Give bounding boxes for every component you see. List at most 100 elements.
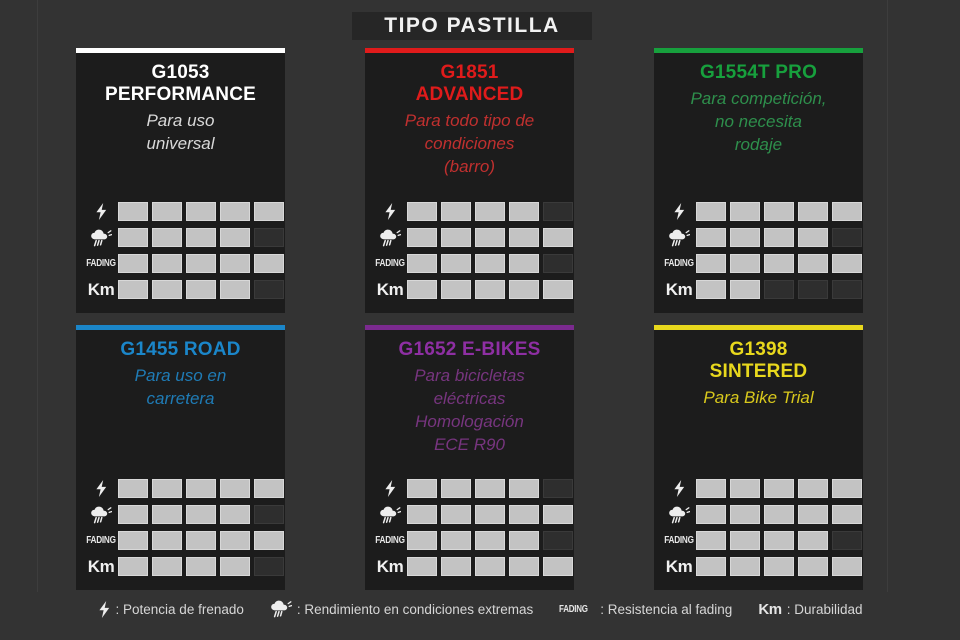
km-label-icon: Km [758,600,782,618]
card-ratings: FADING Km [654,479,863,590]
legend-text: : Rendimiento en condiciones extremas [296,601,534,617]
rating-cell [543,505,573,524]
rain-cloud-icon [373,229,407,247]
fading-label-icon: FADING [86,258,116,269]
rating-cells-km [118,557,284,576]
fading-label-icon: FADING [86,535,116,546]
lightning-bolt-icon [662,203,696,220]
rating-cells-power [407,202,573,221]
rating-cell [407,557,437,576]
rating-cells-fading [118,531,284,550]
rating-cell [543,228,573,247]
pad-card-g1398-sintered[interactable]: G1398 SINTERED Para Bike Trial FADING Km [654,325,863,590]
rating-row-fading: FADING [373,254,573,273]
rating-cells-power [407,479,573,498]
rating-cell [509,280,539,299]
legend-text: : Potencia de frenado [115,601,244,617]
km-label-icon: Km [376,279,404,299]
rating-row-fading: FADING [662,531,862,550]
card-ratings: FADING Km [365,479,574,590]
rating-cell [832,228,862,247]
pad-card-g1851-advanced[interactable]: G1851 ADVANCED Para todo tipo de condicio… [365,48,574,313]
legend-text: : Resistencia al fading [600,601,733,617]
km-label-icon: Km [376,556,404,576]
rating-cell [220,228,250,247]
rating-cells-km [407,557,573,576]
rating-cell [764,280,794,299]
rating-cell [220,505,250,524]
rating-row-power [662,202,862,221]
rating-cell [118,228,148,247]
rating-cell [186,531,216,550]
rating-cell [118,505,148,524]
card-subtitle: Para competición, no necesita rodaje [690,89,827,154]
rating-cells-power [118,479,284,498]
card-ratings: FADING Km [76,202,285,313]
rain-cloud-icon [662,229,696,247]
card-header: G1053 PERFORMANCE Para uso universal [76,53,285,155]
rating-cells-km [696,557,862,576]
rating-row-weather [662,505,862,524]
rating-cell [832,531,862,550]
rating-cell [696,254,726,273]
card-title: G1398 SINTERED [709,339,808,382]
rating-cell [696,479,726,498]
rating-row-weather [84,505,284,524]
rain-cloud-icon [270,600,292,618]
rating-cell [832,202,862,221]
rating-cell [475,202,505,221]
fading-label-icon: FADING [559,603,589,615]
rating-cell [441,254,471,273]
card-accent-bar [365,325,574,330]
fading-label-icon: FADING [664,258,694,269]
rating-cell [152,531,182,550]
divider-left [37,0,38,592]
rating-row-fading: FADING [84,254,284,273]
rating-cell [407,254,437,273]
rating-cell [254,531,284,550]
card-header: G1851 ADVANCED Para todo tipo de condicio… [365,53,574,178]
lightning-bolt-icon [84,203,118,220]
rating-cells-fading [407,531,573,550]
card-title: G1455 ROAD [120,339,241,360]
card-subtitle: Para bicicletas eléctricas Homologación … [414,366,525,454]
rating-cell [543,557,573,576]
rating-cell [730,280,760,299]
rating-cell [475,228,505,247]
rating-row-power [662,479,862,498]
rating-cell [764,202,794,221]
rating-cell [152,557,182,576]
rating-cell [407,531,437,550]
rating-cell [118,254,148,273]
rating-cell [220,280,250,299]
rating-cell [509,254,539,273]
pad-card-g1554t-pro[interactable]: G1554T PRO Para competición, no necesita … [654,48,863,313]
rating-cell [730,479,760,498]
pad-card-g1455-road[interactable]: G1455 ROAD Para uso en carretera FADING Km [76,325,285,590]
pad-card-g1053-performance[interactable]: G1053 PERFORMANCE Para uso universal FADIN… [76,48,285,313]
rating-cell [152,479,182,498]
rating-cell [152,228,182,247]
rating-cell [730,202,760,221]
rating-row-power [373,202,573,221]
rating-cells-fading [696,254,862,273]
rating-cell [509,202,539,221]
rating-cell [220,557,250,576]
rating-cells-weather [696,505,862,524]
km-label-icon: Km [87,556,115,576]
rating-cell [543,202,573,221]
rating-cell [152,280,182,299]
legend-item-1: : Rendimiento en condiciones extremas [270,600,533,618]
rating-cell [696,557,726,576]
pad-card-g1652-e-bikes[interactable]: G1652 E-BIKES Para bicicletas eléctricas … [365,325,574,590]
rating-row-weather [373,505,573,524]
rating-cell [441,228,471,247]
rating-cell [798,202,828,221]
rating-cell [475,479,505,498]
rating-cell [764,531,794,550]
rating-cell [220,531,250,550]
rating-cell [441,202,471,221]
rating-cell [475,505,505,524]
card-subtitle: Para Bike Trial [703,388,814,407]
legend-text: : Durabilidad [786,601,863,617]
